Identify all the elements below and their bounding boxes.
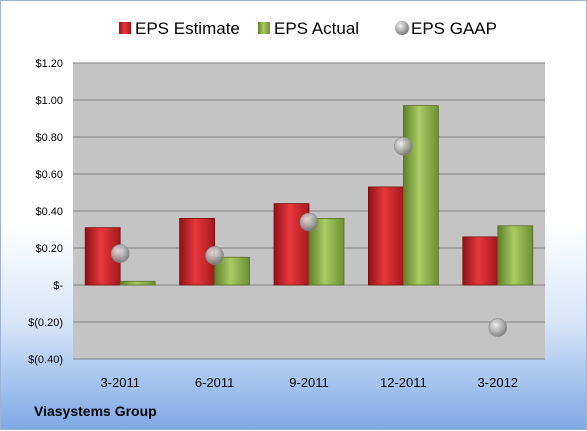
legend-label: EPS GAAP <box>411 19 497 38</box>
eps-actual-bar-6-2011 <box>214 256 251 286</box>
y-tick-label: $0.40 <box>35 206 63 218</box>
x-tick-label: 6-2011 <box>195 375 235 390</box>
y-tick-label: $- <box>53 280 63 292</box>
gaap-markers <box>110 136 508 337</box>
eps-actual-bar-12-2011 <box>402 105 439 286</box>
legend: EPS Estimate EPS Actual EPS GAAP <box>119 19 497 38</box>
legend-label: EPS Actual <box>274 19 359 38</box>
x-tick-label: 3-2011 <box>100 375 140 390</box>
eps-gaap-marker-6-2011 <box>205 246 224 265</box>
x-tick-label: 9-2011 <box>289 375 329 390</box>
y-tick-label: $(0.20) <box>28 317 63 329</box>
y-axis-ticks: $(0.40) $(0.20) $- $0.20 $0.40 $0.60 $0.80 $1.0… <box>28 58 63 366</box>
x-tick-label: 12-2011 <box>380 375 427 390</box>
y-tick-label: $0.80 <box>35 132 63 144</box>
y-tick-label: $1.20 <box>35 58 63 70</box>
x-tick-label: 3-2012 <box>478 375 518 390</box>
eps-gaap-marker-3-2012 <box>488 318 508 337</box>
y-tick-label: $(0.40) <box>28 354 63 366</box>
y-tick-label: $1.00 <box>35 95 63 107</box>
x-axis-ticks: 3-2011 6-2011 9-2011 12-2011 3-2012 <box>100 375 518 390</box>
eps-estimate-bar-3-2012 <box>462 236 499 286</box>
eps-estimate-bar-12-2011 <box>367 186 404 286</box>
eps-actual-bar-3-2011 <box>119 280 156 286</box>
eps-actual-bar-9-2011 <box>308 217 345 286</box>
estimate-legend-swatch <box>119 22 131 34</box>
y-tick-label: $0.60 <box>35 169 63 181</box>
actual-legend-swatch <box>258 22 270 34</box>
legend-label: EPS Estimate <box>135 19 240 38</box>
gaap-legend-swatch <box>395 21 409 35</box>
eps-actual-bar-3-2012 <box>497 225 534 286</box>
company-name: Viasystems Group <box>34 403 157 419</box>
eps-gaap-marker-9-2011 <box>299 212 319 232</box>
eps-gaap-marker-12-2011 <box>394 136 413 156</box>
y-tick-label: $0.20 <box>35 243 63 255</box>
eps-gaap-marker-3-2011 <box>110 244 130 263</box>
